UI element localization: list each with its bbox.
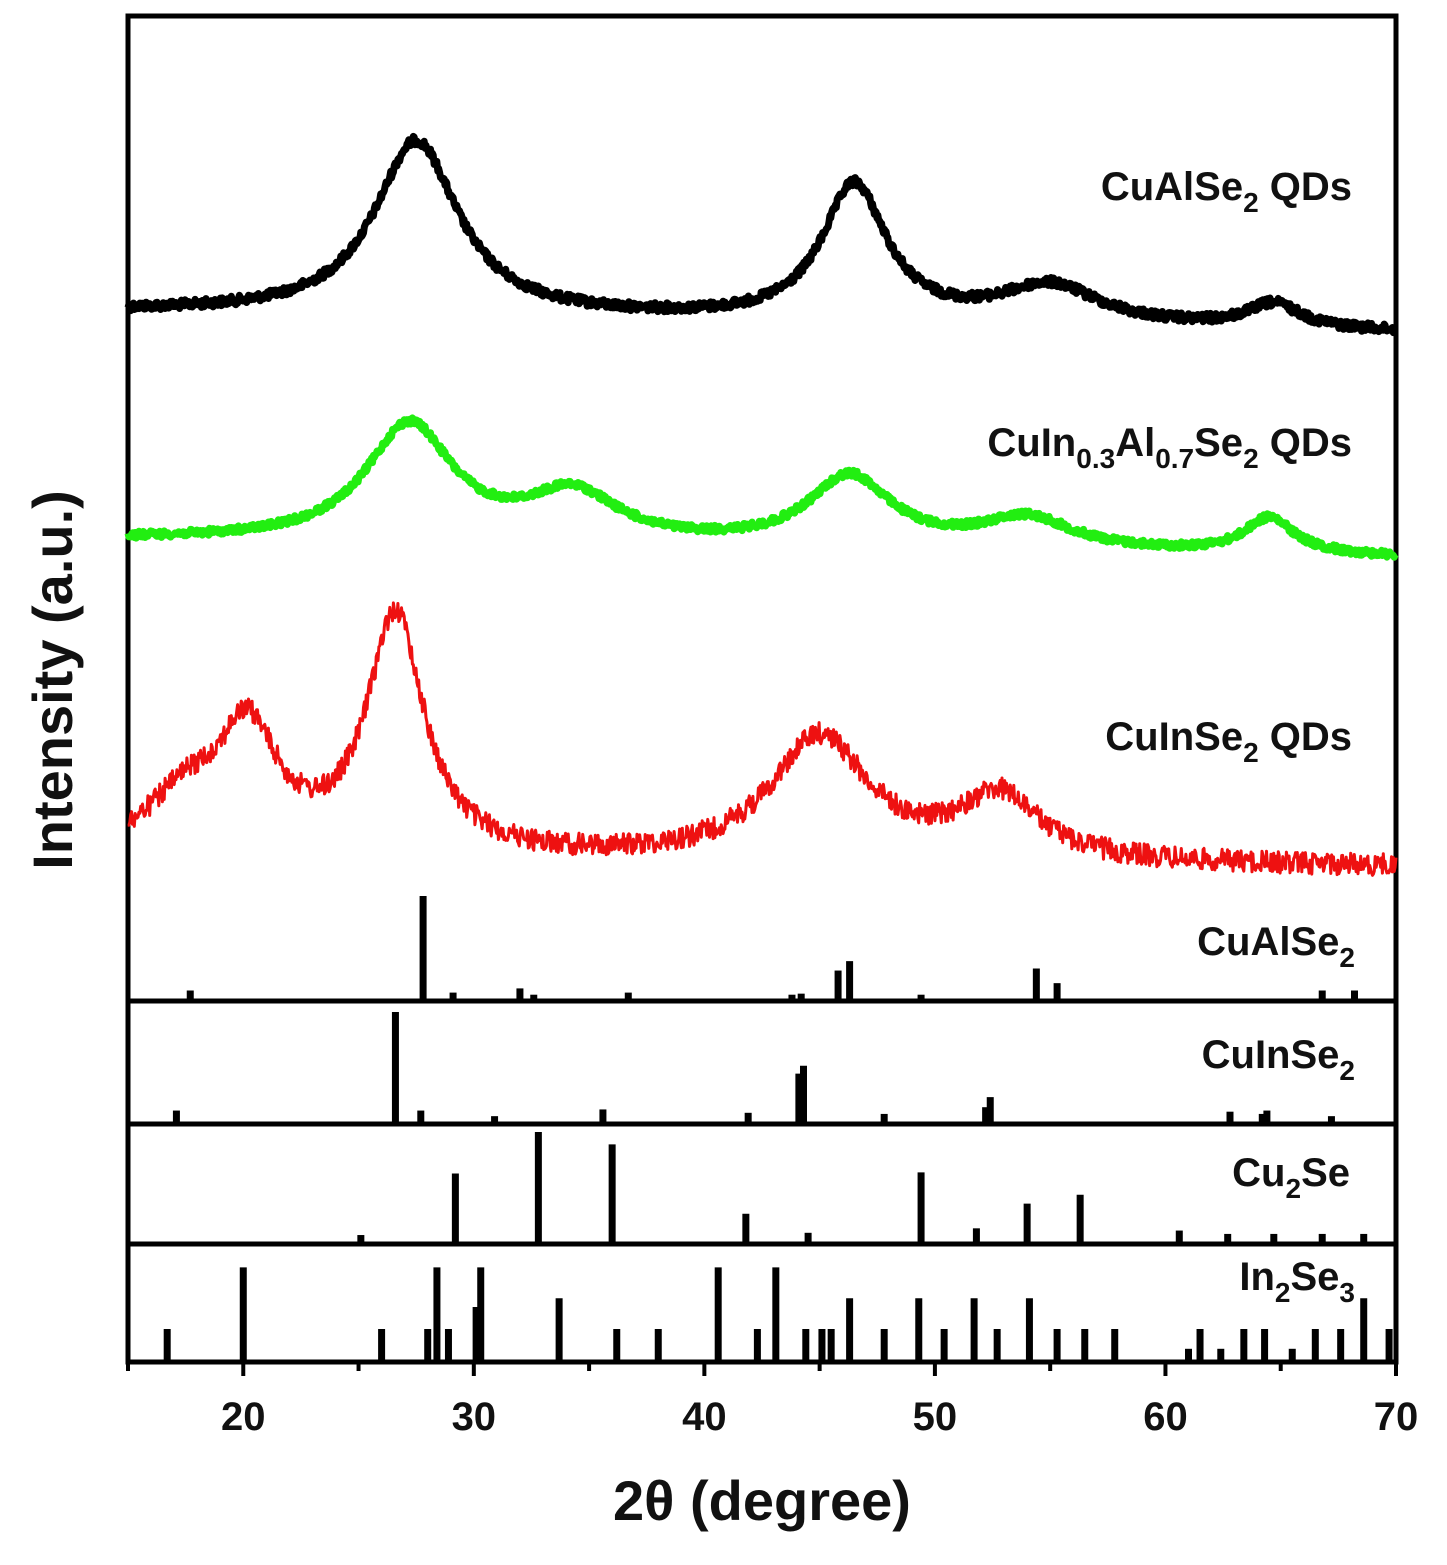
x-tick-label-50: 50 xyxy=(913,1395,958,1439)
x-tick-label-30: 30 xyxy=(452,1395,497,1439)
ref-panel-cu2se-frame xyxy=(125,1121,1399,1247)
series-line-2 xyxy=(127,601,1398,877)
ref-label-cu2se: Cu2Se xyxy=(1232,1151,1350,1204)
x-axis-title: 2θ (degree) xyxy=(613,1469,911,1532)
x-tick-label-20: 20 xyxy=(221,1395,266,1439)
series-line-1 xyxy=(124,414,1399,561)
x-tick-label-40: 40 xyxy=(682,1395,727,1439)
label-cuinse2-qds: CuInSe2 QDs xyxy=(1105,715,1352,768)
ref-panel-in2se3-frame xyxy=(125,1241,1399,1365)
label-cualse2-qds: CuAlSe2 QDs xyxy=(1101,165,1352,218)
x-tick-label-70: 70 xyxy=(1374,1395,1419,1439)
ref-label-cuinse2: CuInSe2 xyxy=(1202,1033,1355,1086)
label-cuinalse2-qds: CuIn0.3Al0.7Se2 QDs xyxy=(987,421,1352,474)
ref-label-cualse2: CuAlSe2 xyxy=(1197,920,1355,973)
ref-label-in2se3: In2Se3 xyxy=(1239,1255,1355,1308)
y-axis-title: Intensity (a.u.) xyxy=(21,490,84,870)
x-tick-label-60: 60 xyxy=(1143,1395,1188,1439)
series-line-0 xyxy=(124,132,1399,337)
